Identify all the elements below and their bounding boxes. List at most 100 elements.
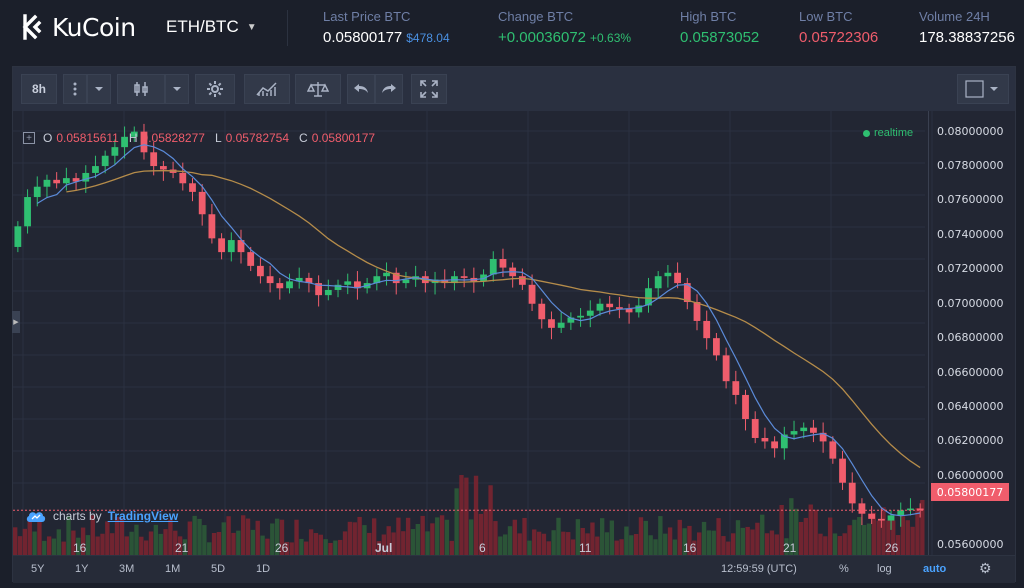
volume-bar [56, 529, 62, 555]
time-axis-tick: 26 [885, 541, 899, 555]
candle-body [868, 513, 876, 519]
ohlc-close: 0.05800177 [311, 131, 376, 145]
time-axis-tick: 16 [683, 541, 697, 555]
stat-last-price: Last Price BTC 0.05800177 $478.04 [323, 9, 450, 46]
volume-bar [561, 531, 566, 555]
volume-bar [488, 485, 493, 555]
candle-body [334, 284, 342, 290]
log-toggle[interactable]: log [877, 563, 892, 575]
volume-bar [37, 521, 42, 555]
volume-bar [216, 531, 222, 555]
auto-toggle[interactable]: auto [923, 563, 947, 575]
volume-bar [599, 518, 605, 555]
volume-bar [716, 518, 721, 555]
volume-bar [891, 520, 896, 555]
redo-icon[interactable] [375, 74, 403, 104]
volume-bar [614, 540, 619, 555]
layout-icon[interactable] [957, 74, 1009, 104]
candle-body [130, 131, 138, 137]
range-1m[interactable]: 1M [165, 563, 181, 575]
range-5d[interactable]: 5D [211, 563, 226, 575]
volume-bar [813, 509, 818, 555]
add-icon[interactable]: + [23, 132, 35, 144]
candle-body [780, 434, 788, 449]
utc-clock[interactable]: 12:59:59 (UTC) [721, 563, 797, 575]
chevron-down-icon[interactable] [87, 74, 111, 104]
volume-bar [207, 542, 212, 555]
compare-icon[interactable] [295, 74, 341, 104]
volume-bar [13, 527, 18, 555]
volume-bar [371, 518, 377, 555]
range-3m[interactable]: 3M [119, 563, 135, 575]
time-axis-tick: 21 [175, 541, 189, 555]
volume-bar [211, 532, 217, 555]
pair-selector[interactable]: ETH/BTC ▼ [166, 17, 257, 37]
volume-bar [71, 530, 76, 555]
price-axis-tick: 0.06400000 [937, 400, 1004, 413]
range-1d[interactable]: 1D [256, 563, 271, 575]
candle-body [33, 186, 41, 198]
stat-value: 0.05722306 [799, 29, 879, 46]
volume-bar [595, 536, 600, 555]
chart-plot-area[interactable] [13, 111, 1015, 555]
volume-bar [910, 526, 915, 555]
volume-bar [876, 520, 881, 555]
volume-bar [517, 533, 522, 555]
volume-bar [308, 529, 314, 555]
candle-body [324, 289, 332, 296]
volume-bar [85, 535, 91, 555]
candle-body [489, 259, 497, 275]
volume-bar [168, 519, 173, 555]
gear-icon[interactable]: ⚙ [979, 560, 992, 576]
indicators-icon[interactable] [244, 74, 290, 104]
range-5y[interactable]: 5Y [31, 563, 45, 575]
candle-body [635, 305, 643, 313]
candle-body [674, 272, 681, 284]
candle-body [441, 279, 449, 284]
range-1y[interactable]: 1Y [75, 563, 89, 575]
volume-bar [110, 533, 115, 555]
candle-body [218, 238, 225, 253]
ohlc-c-label: C [299, 131, 308, 145]
volume-bar [439, 515, 445, 555]
volume-bar [347, 521, 353, 555]
volume-bar [663, 533, 668, 555]
candles-icon[interactable] [117, 74, 165, 104]
candle-body [392, 272, 400, 284]
volume-bar [265, 538, 270, 555]
gear-icon[interactable] [195, 74, 235, 104]
price-axis-divider [928, 111, 929, 555]
candle-body [344, 281, 352, 285]
chevron-down-icon[interactable] [165, 74, 189, 104]
volume-bar [745, 526, 750, 555]
percent-toggle[interactable]: % [839, 563, 849, 575]
ma-slow-line [66, 170, 921, 469]
stat-low: Low BTC 0.05722306 [799, 9, 878, 46]
volume-bar [274, 518, 280, 555]
price-chart[interactable] [13, 111, 1015, 555]
fullscreen-icon[interactable] [411, 74, 447, 104]
realtime-label: realtime [874, 127, 914, 139]
price-axis-tick: 0.07600000 [937, 193, 1004, 207]
volume-bar [177, 536, 183, 555]
current-price-tag: 0.05800177 [931, 483, 1009, 501]
more-icon[interactable] [63, 74, 87, 104]
volume-bar [430, 523, 435, 555]
chevron-down-icon: ▼ [246, 21, 257, 33]
tradingview-link[interactable]: TradingView [107, 509, 179, 523]
undo-icon[interactable] [347, 74, 375, 104]
time-axis-tick: 21 [783, 541, 797, 555]
volume-bar [915, 508, 920, 555]
side-panel-handle[interactable]: ▶ [12, 311, 20, 333]
volume-bar [546, 541, 551, 555]
volume-bar [735, 520, 741, 555]
interval-button[interactable]: 8h [21, 74, 57, 104]
price-axis-tick: 0.07400000 [937, 227, 1004, 241]
volume-bar [352, 522, 357, 555]
stat-label: High BTC [680, 9, 737, 24]
candle-body [499, 259, 507, 268]
volume-bar [192, 515, 197, 555]
kucoin-logo[interactable]: KuCoin [16, 10, 136, 44]
candle-body [315, 283, 323, 296]
stat-value: 0.05800177 [323, 29, 403, 46]
